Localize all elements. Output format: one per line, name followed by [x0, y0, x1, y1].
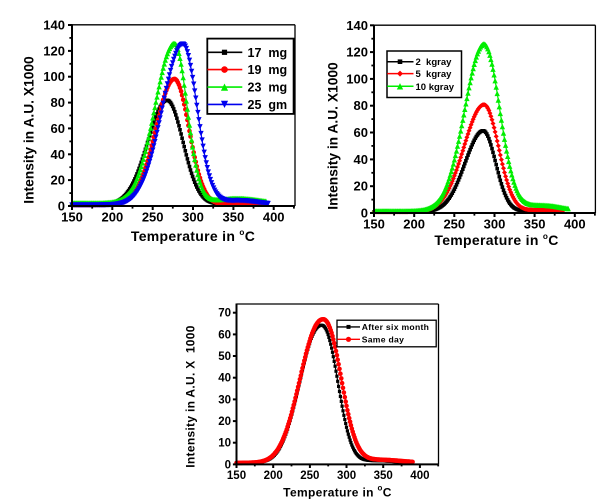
svg-text:After six month: After six month	[362, 322, 430, 332]
svg-text:23 mg: 23 mg	[248, 81, 288, 95]
svg-text:10: 10	[218, 438, 231, 450]
svg-text:70: 70	[218, 308, 231, 320]
svg-text:25 gm: 25 gm	[248, 98, 288, 112]
svg-text:19 mg: 19 mg	[248, 63, 288, 77]
svg-text:0: 0	[58, 199, 65, 214]
svg-text:400: 400	[410, 470, 429, 482]
svg-text:5 kgray: 5 kgray	[416, 69, 453, 80]
svg-text:400: 400	[263, 210, 285, 225]
svg-text:100: 100	[346, 71, 368, 86]
svg-text:Temperature in oC: Temperature in oC	[283, 484, 392, 500]
svg-text:20: 20	[354, 179, 368, 194]
svg-text:60: 60	[51, 121, 65, 136]
svg-text:60: 60	[354, 125, 368, 140]
svg-text:Temperature in oC: Temperature in oC	[434, 232, 558, 248]
svg-text:350: 350	[374, 470, 393, 482]
svg-text:350: 350	[524, 217, 546, 232]
svg-text:250: 250	[300, 470, 319, 482]
svg-text:10 kgray: 10 kgray	[416, 82, 455, 93]
svg-text:Same day: Same day	[362, 334, 405, 344]
svg-text:Intensity in A.U. X1000: Intensity in A.U. X1000	[326, 62, 341, 210]
svg-text:250: 250	[443, 217, 465, 232]
svg-text:350: 350	[223, 210, 245, 225]
svg-text:120: 120	[43, 43, 65, 58]
svg-text:150: 150	[61, 210, 83, 225]
svg-text:0: 0	[361, 206, 368, 221]
svg-text:2 kgray: 2 kgray	[416, 57, 453, 68]
svg-text:0: 0	[225, 459, 231, 471]
svg-text:200: 200	[264, 470, 283, 482]
svg-text:120: 120	[346, 45, 368, 60]
svg-text:80: 80	[51, 95, 65, 110]
svg-text:300: 300	[484, 217, 506, 232]
svg-text:80: 80	[354, 98, 368, 113]
svg-text:250: 250	[142, 210, 164, 225]
svg-text:60: 60	[218, 329, 231, 341]
svg-text:200: 200	[403, 217, 425, 232]
svg-text:150: 150	[363, 217, 385, 232]
svg-text:150: 150	[227, 470, 246, 482]
svg-text:200: 200	[101, 210, 123, 225]
svg-text:30: 30	[218, 394, 231, 406]
svg-text:40: 40	[354, 152, 368, 167]
svg-text:20: 20	[51, 173, 65, 188]
svg-text:Intensity in A.U. X 1000: Intensity in A.U. X 1000	[184, 325, 198, 467]
svg-text:140: 140	[346, 18, 368, 33]
svg-text:50: 50	[218, 351, 231, 363]
svg-text:Intensity in A.U. X1000: Intensity in A.U. X1000	[22, 56, 37, 204]
svg-text:300: 300	[337, 470, 356, 482]
svg-text:140: 140	[43, 17, 65, 32]
svg-text:300: 300	[182, 210, 204, 225]
svg-text:17 mg: 17 mg	[248, 46, 288, 60]
svg-text:40: 40	[51, 147, 65, 162]
svg-text:40: 40	[218, 373, 231, 385]
svg-text:400: 400	[564, 217, 586, 232]
svg-text:20: 20	[218, 416, 231, 428]
svg-text:100: 100	[43, 69, 65, 84]
svg-text:Temperature in oC: Temperature in oC	[131, 228, 255, 244]
